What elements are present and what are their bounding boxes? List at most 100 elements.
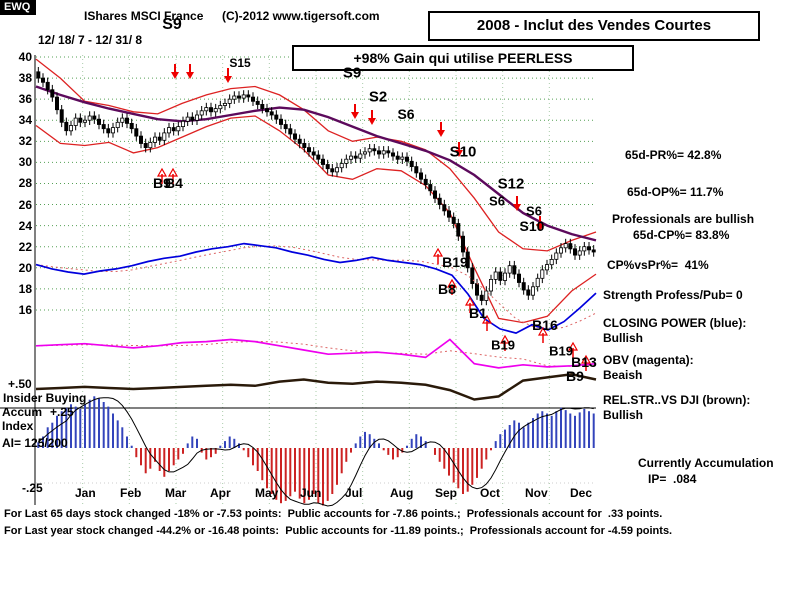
candle-body: [246, 94, 251, 98]
signal-label-b8: B8: [438, 281, 456, 297]
candle-body: [199, 110, 204, 116]
candle-body: [451, 216, 456, 224]
signal-label-s2: S2: [368, 88, 388, 106]
candle-body: [302, 142, 307, 148]
candle-body: [376, 150, 381, 155]
candle-body: [97, 118, 102, 125]
candle-body: [83, 119, 88, 123]
candle-body: [437, 197, 442, 205]
candle-body: [106, 128, 111, 134]
sell-arrow-icon: [171, 72, 179, 79]
buy-arrow-icon: [481, 314, 493, 324]
left-panel-text: -.25: [22, 481, 43, 495]
candle-body: [316, 154, 321, 160]
candle-body: [255, 100, 260, 105]
candle-body: [288, 128, 293, 135]
rel-str-line: [35, 373, 597, 401]
buy-arrow-icon: [567, 341, 579, 351]
signal-label-s15: S15: [229, 56, 251, 70]
right-panel-text: Professionals are bullish: [612, 212, 755, 226]
candle-body: [148, 141, 153, 149]
candle-body: [554, 252, 559, 260]
candle-body: [395, 155, 400, 160]
candle-body: [587, 246, 592, 251]
candle-body: [138, 135, 143, 144]
month-label-sep: Sep: [435, 486, 458, 500]
candle-body: [241, 94, 246, 99]
right-panel-text: 65d-PR%= 42.8%: [625, 148, 722, 162]
sell-arrow-icon: [513, 204, 521, 211]
y-axis-tick-label: 28: [18, 176, 32, 191]
candle-body: [36, 71, 41, 79]
signal-label-s10: S10: [519, 218, 545, 234]
candle-body: [180, 120, 185, 128]
signal-label-b19: B19: [442, 254, 468, 270]
signal-label-b1: B1: [469, 305, 487, 321]
y-axis-tick-label: 18: [18, 281, 32, 296]
candle-body: [423, 178, 428, 186]
candle-body: [274, 114, 279, 120]
candle-body: [143, 142, 148, 148]
candle-body: [577, 250, 582, 256]
candle-body: [157, 136, 162, 141]
candle-body: [559, 247, 564, 254]
candle-body: [125, 117, 130, 124]
insider-buying-line: [38, 397, 594, 507]
right-panel-text: Beaish: [603, 368, 643, 382]
candle-body: [362, 151, 367, 155]
candle-body: [428, 184, 433, 192]
candle-body: [549, 258, 554, 266]
candle-body: [111, 127, 116, 134]
candle-body: [92, 115, 97, 120]
month-label-may: May: [255, 486, 279, 500]
left-panel-text: Index: [2, 419, 34, 433]
right-panel-text: CLOSING POWER (blue):: [603, 316, 747, 330]
right-panel-text: Strength Profess/Pub= 0: [603, 288, 743, 302]
right-panel-text: OBV (magenta):: [603, 353, 694, 367]
month-label-jun: Jun: [300, 486, 322, 500]
candle-body: [260, 104, 265, 110]
candle-body: [222, 103, 227, 106]
candle-body: [166, 127, 171, 134]
candle-body: [582, 246, 587, 252]
sell-arrow-icon: [368, 118, 376, 125]
month-label-feb: Feb: [120, 486, 142, 500]
signal-label-b4: B4: [165, 175, 183, 191]
sell-arrow-icon: [351, 112, 359, 119]
sell-arrow-icon: [437, 130, 445, 137]
signal-label-s6: S6: [397, 106, 415, 122]
buy-arrow-icon: [537, 326, 549, 336]
candle-body: [344, 158, 349, 164]
candle-body: [264, 108, 269, 113]
y-axis-tick-label: 32: [18, 134, 32, 149]
candle-body: [69, 125, 74, 132]
y-axis-tick-label: 38: [18, 71, 32, 86]
right-panel-text: Bullish: [603, 331, 644, 345]
month-label-oct: Oct: [480, 486, 501, 500]
signal-label-s9: S9: [342, 64, 362, 82]
left-panel-text: Insider Buying: [3, 391, 87, 405]
candle-body: [358, 153, 363, 159]
right-panel-text: 65d-OP%= 11.7%: [627, 185, 724, 199]
sell-arrow-icon: [224, 76, 232, 83]
subtitle-box: +98% Gain qui utilise PEERLESS: [292, 45, 634, 71]
candle-body: [404, 156, 409, 162]
right-panel-text: REL.STR..VS DJI (brown):: [603, 393, 751, 407]
candle-body: [479, 294, 484, 301]
signal-label-b13: B13: [571, 354, 597, 370]
month-label-nov: Nov: [525, 486, 548, 500]
candle-body: [442, 204, 447, 212]
candle-body: [446, 210, 451, 218]
candle-body: [353, 155, 358, 159]
candle-body: [227, 98, 232, 104]
right-panel-text: IP= .084: [648, 472, 697, 486]
y-axis-tick-label: 36: [18, 92, 32, 107]
signal-label-b19: B19: [491, 337, 515, 353]
candle-body: [129, 123, 134, 130]
date-range-label: 12/ 18/ 7 - 12/ 31/ 8: [38, 33, 143, 47]
buy-arrow-icon: [580, 354, 592, 364]
candle-body: [348, 155, 353, 160]
candle-body: [236, 95, 241, 99]
